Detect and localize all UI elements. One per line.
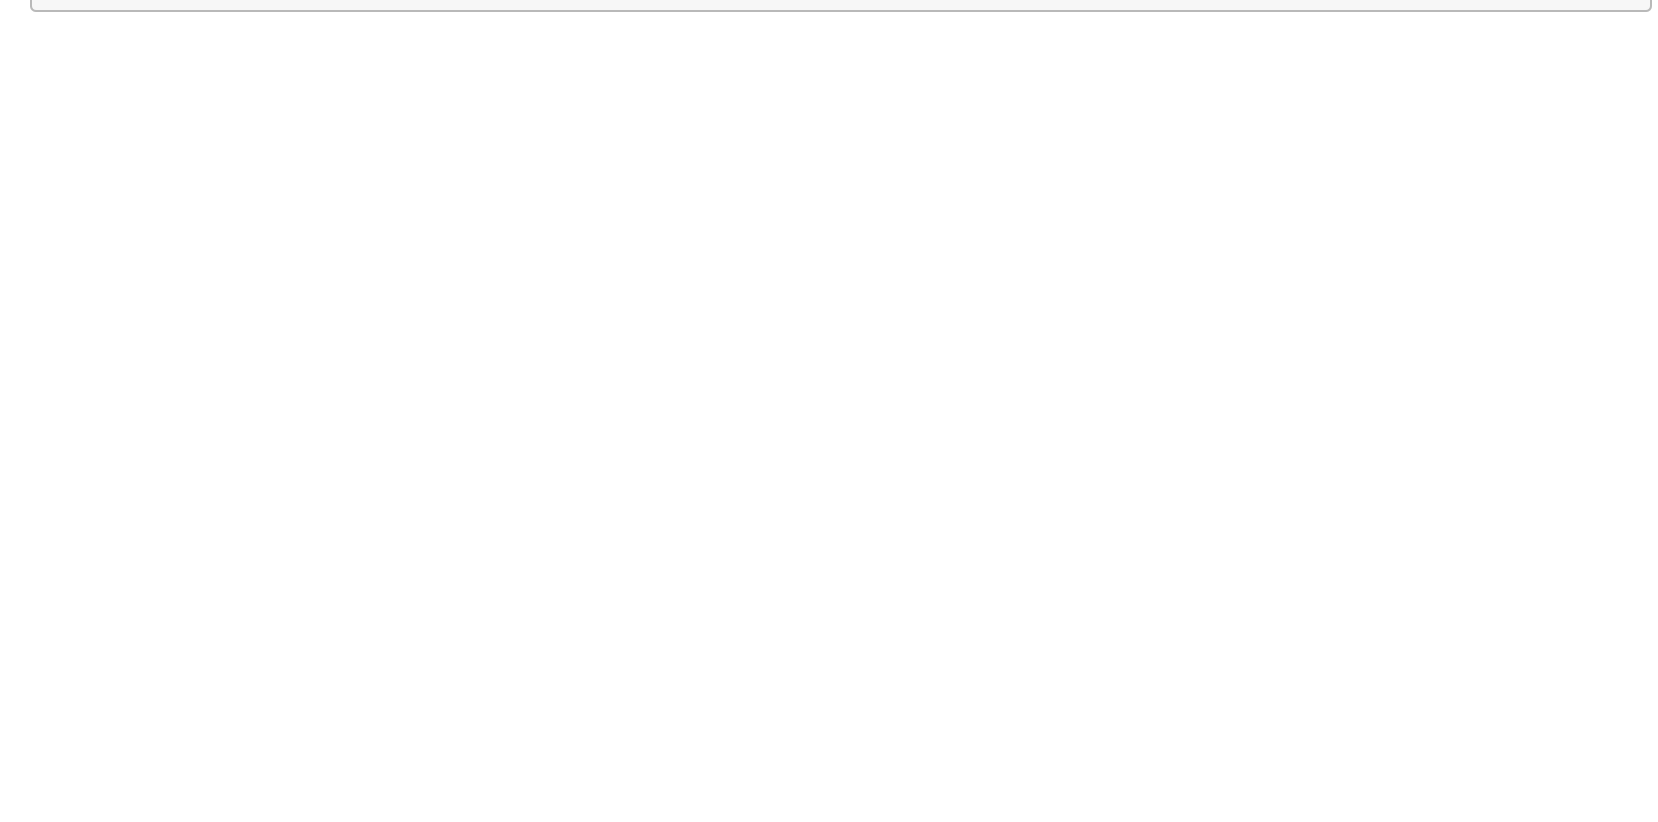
cell-input-border [30, 0, 1652, 12]
